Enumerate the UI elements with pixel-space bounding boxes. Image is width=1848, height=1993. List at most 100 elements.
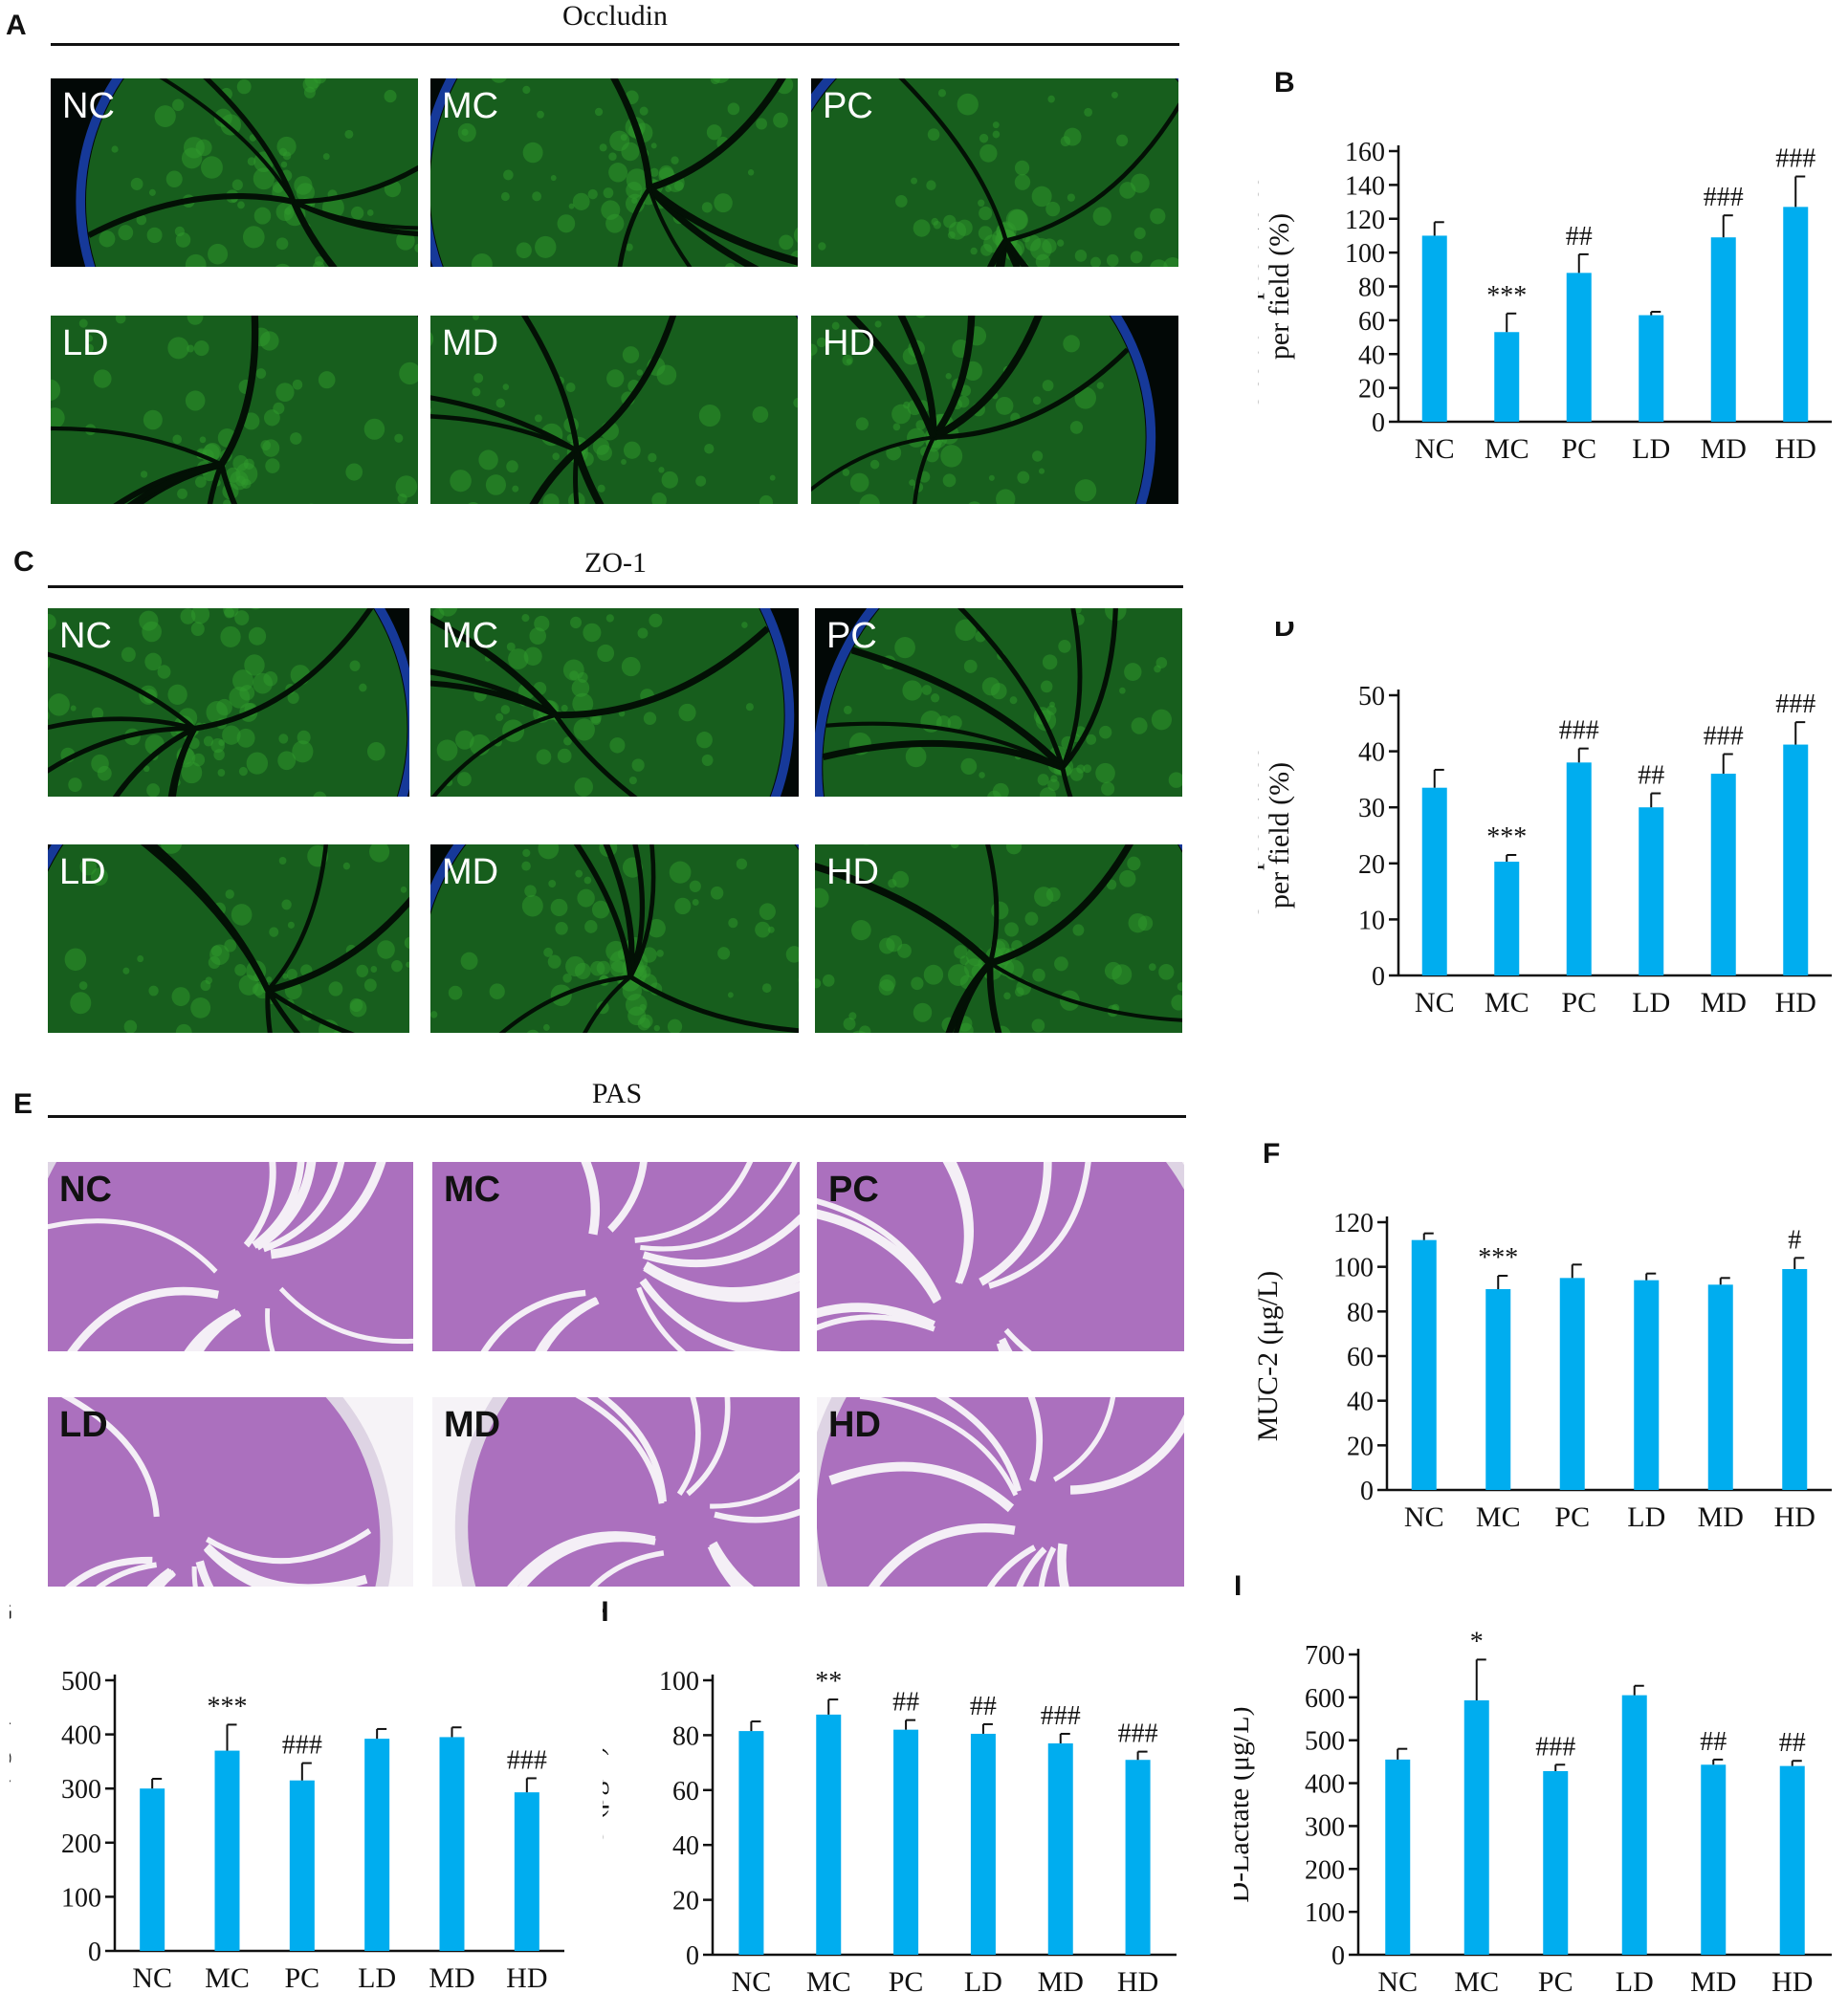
chart-svg: I 0 100 200 300 400 500 600 700 D-Lactate (μg/L) N… <box>1234 1570 1832 1993</box>
y-tick-label: 200 <box>1305 1855 1345 1885</box>
bar-hd <box>1783 207 1809 422</box>
y-tick-label: 400 <box>61 1721 101 1751</box>
bar-md <box>1710 237 1736 422</box>
x-tick-label: MC <box>1485 433 1529 465</box>
micrograph-label: MC <box>444 1170 501 1210</box>
bar-pc <box>1559 1278 1585 1490</box>
y-tick-label: 20 <box>1347 1432 1374 1461</box>
significance-label: * <box>1470 1627 1484 1656</box>
y-tick-label: 140 <box>1345 171 1385 201</box>
y-axis-label: MUC-2 (μg/L) <box>1258 1271 1284 1442</box>
significance-label: *** <box>1478 1243 1518 1273</box>
y-axis-label: ZO-1 positive cell <box>1258 731 1265 939</box>
y-tick-label: 40 <box>1358 738 1385 768</box>
panel-label-d: D <box>1274 622 1295 643</box>
x-tick-label: PC <box>889 1966 924 1993</box>
micrograph-occludin-nc: NC <box>51 78 418 267</box>
tissue-texture <box>817 1162 1184 1351</box>
x-tick-label: NC <box>132 1962 172 1993</box>
bar-md <box>1701 1764 1727 1955</box>
panel-label-f: F <box>1263 1138 1280 1170</box>
x-tick-label: NC <box>1404 1501 1444 1533</box>
bar-mc <box>214 1750 240 1951</box>
y-tick-label: 50 <box>1358 682 1385 712</box>
micrograph-zo1-ld: LD <box>48 844 409 1033</box>
y-tick-label: 60 <box>672 1777 699 1807</box>
micrograph-label: MD <box>442 852 499 892</box>
micrograph-label: MD <box>444 1405 501 1445</box>
bar-nc <box>1385 1759 1411 1955</box>
bar-nc <box>140 1788 165 1951</box>
bar-nc <box>1421 787 1447 975</box>
x-tick-label: MC <box>1485 987 1529 1018</box>
significance-label: ### <box>1775 690 1815 719</box>
y-tick-label: 100 <box>61 1883 101 1913</box>
bar-pc <box>1543 1771 1569 1955</box>
x-tick-label: LD <box>1632 987 1670 1018</box>
y-tick-label: 30 <box>1358 794 1385 823</box>
significance-label: ## <box>1566 222 1593 252</box>
tissue-texture <box>76 78 418 267</box>
tissue-texture <box>815 844 1182 1033</box>
significance-label: ### <box>1118 1719 1158 1749</box>
significance-label: ## <box>970 1692 997 1721</box>
tissue-texture <box>430 316 798 504</box>
chart-i: I 0 100 200 300 400 500 600 700 D-Lactate (μg/L) N… <box>1234 1506 1846 1993</box>
bar-hd <box>1779 1765 1805 1955</box>
tissue-texture <box>51 316 418 504</box>
y-tick-label: 0 <box>686 1941 699 1971</box>
significance-label: ### <box>1704 722 1744 752</box>
micrograph-label: MC <box>442 616 499 656</box>
x-tick-label: PC <box>1554 1501 1590 1533</box>
significance-label: ### <box>507 1745 547 1775</box>
y-tick-label: 80 <box>672 1721 699 1751</box>
significance-label: ### <box>1535 1732 1575 1762</box>
micrograph-label: MD <box>442 323 499 363</box>
section-rule <box>51 43 1179 46</box>
x-tick-label: MD <box>1698 1501 1744 1533</box>
micrograph-pas-nc: NC <box>48 1162 413 1351</box>
y-tick-label: 60 <box>1347 1343 1374 1372</box>
bar-mc <box>1494 862 1520 975</box>
y-tick-label: 300 <box>61 1775 101 1805</box>
x-tick-label: PC <box>1561 433 1596 465</box>
significance-label: ## <box>1779 1728 1806 1758</box>
micrograph-occludin-mc: MC <box>430 78 798 267</box>
x-tick-label: NC <box>1415 433 1455 465</box>
y-tick-label: 120 <box>1333 1209 1374 1238</box>
x-tick-label: MC <box>1476 1501 1521 1533</box>
chart-svg: H 0 20 40 60 80 100 DAO (ρg/L) NC ** MC ## PC ## LD ###… <box>603 1596 1177 1993</box>
chart-svg: F 0 20 40 60 80 100 120 MUC-2 (μg/L) NC *** MC PC LD M… <box>1258 1138 1832 1533</box>
tissue-texture <box>430 608 795 797</box>
y-tick-label: 100 <box>1333 1254 1374 1283</box>
section-title-text: Occludin <box>562 0 668 32</box>
bar-hd <box>1783 744 1809 975</box>
y-axis-label: per field (%) <box>1264 762 1295 909</box>
x-tick-label: NC <box>1415 987 1455 1018</box>
panel-label-e: E <box>13 1088 33 1120</box>
bar-pc <box>1566 762 1592 975</box>
significance-label: ### <box>1041 1701 1081 1731</box>
significance-label: ** <box>815 1667 842 1697</box>
y-tick-label: 100 <box>1345 239 1385 269</box>
x-tick-label: PC <box>284 1962 319 1993</box>
x-tick-label: LD <box>1616 1966 1654 1993</box>
y-axis-label: Endotoxin (ng/L) <box>10 1716 11 1916</box>
micrograph-pas-mc: MC <box>432 1162 800 1351</box>
x-tick-label: PC <box>1561 987 1596 1018</box>
bar-md <box>1707 1284 1733 1490</box>
chart-h: H 0 20 40 60 80 100 DAO (ρg/L) NC ** MC ## PC ## LD ###… <box>603 1506 1215 1993</box>
x-tick-label: MD <box>429 1962 474 1993</box>
x-tick-label: LD <box>358 1962 396 1993</box>
bar-nc <box>1421 235 1447 422</box>
y-tick-label: 60 <box>1358 307 1385 337</box>
x-tick-label: MC <box>806 1966 851 1993</box>
significance-label: ### <box>282 1731 322 1761</box>
micrograph-pas-md: MD <box>432 1397 800 1587</box>
y-axis-label: per field (%) <box>1264 213 1295 360</box>
y-axis-label: D-Lactate (μg/L) <box>1234 1706 1255 1902</box>
panel-label-a: A <box>6 10 27 41</box>
micrograph-label: NC <box>59 616 112 656</box>
micrograph-label: LD <box>62 323 109 363</box>
